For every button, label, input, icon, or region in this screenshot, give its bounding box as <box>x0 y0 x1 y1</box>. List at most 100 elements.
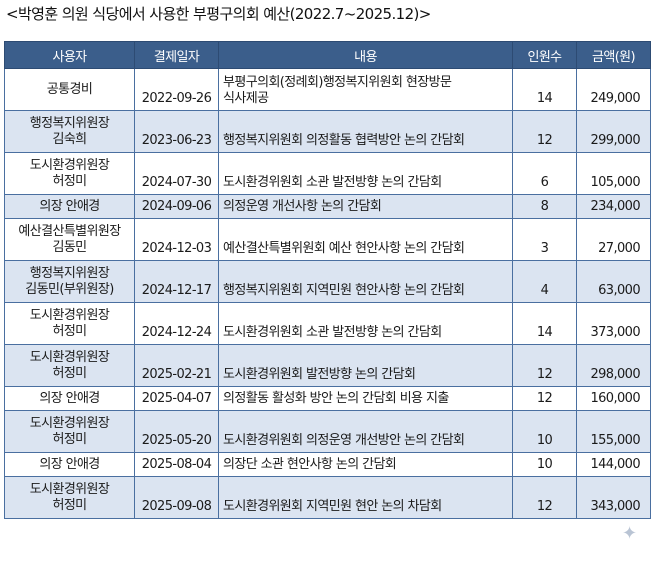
cell-user: 예산결산특별위원장 김동민 <box>4 218 135 261</box>
cell-count: 8 <box>512 194 577 219</box>
content-text: 도시환경위원회 소관 발전방향 논의 간담회 <box>223 175 442 190</box>
payment-date: 2024-12-17 <box>141 283 212 298</box>
cell-user: 도시환경위원장 허정미 <box>4 152 135 195</box>
content-text: 도시환경위원회 의정운영 개선방안 논의 간담회 <box>223 433 465 448</box>
user-name-line2: 김숙희 <box>52 131 87 147</box>
cell-user: 의장 안애경 <box>4 452 135 477</box>
cell-amount: 298,000 <box>576 344 651 387</box>
cell-count: 12 <box>512 110 577 153</box>
cell-amount: 63,000 <box>576 260 651 303</box>
header-amount: 금액(원) <box>576 41 651 69</box>
cell-count: 3 <box>512 218 577 261</box>
attendee-count: 12 <box>536 367 553 382</box>
cell-count: 6 <box>512 152 577 195</box>
content-text: 행정복지위원회 의정활동 협력방안 논의 간담회 <box>223 133 465 148</box>
cell-amount: 27,000 <box>576 218 651 261</box>
attendee-count: 3 <box>540 241 549 256</box>
attendee-count: 10 <box>536 457 553 472</box>
payment-date: 2025-05-20 <box>141 433 212 448</box>
cell-date: 2025-02-21 <box>134 344 219 387</box>
cell-amount: 160,000 <box>576 386 651 411</box>
cell-amount: 249,000 <box>576 68 651 111</box>
cell-count: 12 <box>512 386 577 411</box>
table-row: 예산결산특별위원장 김동민 2024-12-03 예산결산특별위원회 예산 현안사항 … <box>4 218 651 261</box>
header-row: 사용자 결제일자 내용 인원수 금액(원) <box>4 41 651 69</box>
content-text: 의정운영 개선사항 논의 간담회 <box>223 199 382 214</box>
user-name-line2: 허정미 <box>52 431 87 447</box>
user-name-line2: 허정미 <box>52 365 87 381</box>
amount-value: 105,000 <box>590 175 640 190</box>
cell-count: 12 <box>512 344 577 387</box>
table-row: 도시환경위원장 허정미 2024-12-24 도시환경위원회 소관 발전방향 논의 간… <box>4 302 651 345</box>
table-row: 공통경비 2022-09-26 부평구의회(정례회)행정복지위원회 현장방문 식사제… <box>4 68 651 111</box>
attendee-count: 12 <box>536 391 553 406</box>
cell-content: 부평구의회(정례회)행정복지위원회 현장방문 식사제공 <box>218 68 513 111</box>
payment-date: 2025-08-04 <box>141 457 212 472</box>
attendee-count: 6 <box>540 175 549 190</box>
table-caption: <박영훈 의원 식당에서 사용한 부평구의회 예산(2022.7~2025.12… <box>6 5 431 23</box>
content-text: 예산결산특별위원회 예산 현안사항 논의 간담회 <box>223 241 465 256</box>
cell-content: 예산결산특별위원회 예산 현안사항 논의 간담회 <box>218 218 513 261</box>
cell-user: 공통경비 <box>4 68 135 111</box>
cell-date: 2025-08-04 <box>134 452 219 477</box>
user-name-line1: 공통경비 <box>46 81 93 97</box>
cell-content: 도시환경위원회 의정운영 개선방안 논의 간담회 <box>218 410 513 453</box>
cell-date: 2023-06-23 <box>134 110 219 153</box>
table-row: 도시환경위원장 허정미 2025-05-20 도시환경위원회 의정운영 개선방안 논의… <box>4 410 651 453</box>
user-name-line2: 김동민 <box>52 239 87 255</box>
content-text: 도시환경위원회 지역민원 현안 논의 차담회 <box>223 499 442 514</box>
table-row: 도시환경위원장 허정미 2024-07-30 도시환경위원회 소관 발전방향 논의 간… <box>4 152 651 195</box>
header-date: 결제일자 <box>134 41 219 69</box>
user-name-line1: 행정복지위원장 <box>29 265 110 281</box>
cell-amount: 144,000 <box>576 452 651 477</box>
amount-value: 343,000 <box>590 499 640 514</box>
amount-value: 27,000 <box>598 241 640 256</box>
user-name-line1: 도시환경위원장 <box>29 307 110 323</box>
amount-value: 234,000 <box>590 199 640 214</box>
amount-value: 249,000 <box>590 91 640 106</box>
amount-value: 63,000 <box>598 283 640 298</box>
cell-date: 2022-09-26 <box>134 68 219 111</box>
header-user: 사용자 <box>4 41 135 69</box>
content-text: 행정복지위원회 지역민원 현안사항 논의 간담회 <box>223 283 465 298</box>
cell-count: 12 <box>512 476 577 519</box>
table-row: 도시환경위원장 허정미 2025-02-21 도시환경위원회 발전방향 논의 간담회 1… <box>4 344 651 387</box>
user-name-line2: 허정미 <box>52 323 87 339</box>
cell-content: 의정활동 활성화 방안 논의 간담회 비용 지출 <box>218 386 513 411</box>
user-name-line1: 도시환경위원장 <box>29 349 110 365</box>
table-row: 행정복지위원장 김동민(부위원장) 2024-12-17 행정복지위원회 지역민원 현… <box>4 260 651 303</box>
amount-value: 299,000 <box>590 133 640 148</box>
payment-date: 2022-09-26 <box>141 91 212 106</box>
user-name-line2: 허정미 <box>52 497 87 513</box>
amount-value: 160,000 <box>590 391 640 406</box>
cell-content: 행정복지위원회 지역민원 현안사항 논의 간담회 <box>218 260 513 303</box>
payment-date: 2025-04-07 <box>141 391 212 406</box>
user-name-line1: 도시환경위원장 <box>29 481 110 497</box>
payment-date: 2024-12-24 <box>141 325 212 340</box>
user-name-line2: 김동민(부위원장) <box>25 281 114 297</box>
user-name-line1: 의장 안애경 <box>39 198 100 214</box>
cell-user: 도시환경위원장 허정미 <box>4 344 135 387</box>
cell-user: 행정복지위원장 김동민(부위원장) <box>4 260 135 303</box>
budget-table: 사용자 결제일자 내용 인원수 금액(원) 공통경비 2022-09-26 부평구의… <box>4 41 651 519</box>
user-name-line1: 의장 안애경 <box>39 456 100 472</box>
attendee-count: 12 <box>536 499 553 514</box>
cell-user: 도시환경위원장 허정미 <box>4 410 135 453</box>
cell-content: 의장단 소관 현안사항 논의 간담회 <box>218 452 513 477</box>
cell-count: 14 <box>512 302 577 345</box>
cell-content: 의정운영 개선사항 논의 간담회 <box>218 194 513 219</box>
cell-date: 2024-09-06 <box>134 194 219 219</box>
cell-user: 도시환경위원장 허정미 <box>4 302 135 345</box>
amount-value: 144,000 <box>590 457 640 472</box>
user-name-line2: 허정미 <box>52 173 87 189</box>
cell-amount: 343,000 <box>576 476 651 519</box>
attendee-count: 14 <box>536 325 553 340</box>
content-text: 도시환경위원회 발전방향 논의 간담회 <box>223 367 416 382</box>
cell-count: 4 <box>512 260 577 303</box>
cell-date: 2025-05-20 <box>134 410 219 453</box>
payment-date: 2023-06-23 <box>141 133 212 148</box>
cell-amount: 155,000 <box>576 410 651 453</box>
cell-user: 의장 안애경 <box>4 386 135 411</box>
cell-count: 14 <box>512 68 577 111</box>
table-row: 의장 안애경 2024-09-06 의정운영 개선사항 논의 간담회 8 234,000 <box>4 194 651 219</box>
